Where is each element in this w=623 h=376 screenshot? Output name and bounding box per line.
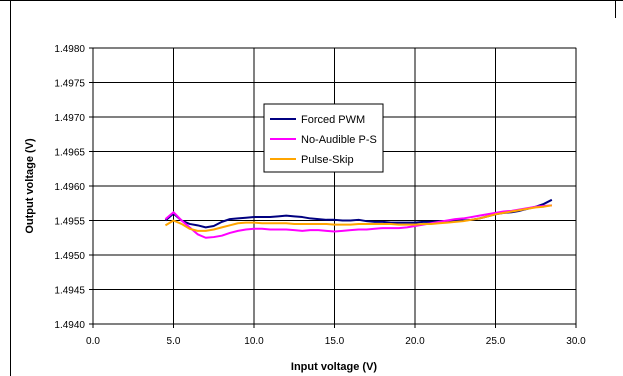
y-tick-label: 1.4955 bbox=[54, 217, 85, 228]
y-tick-label: 1.4945 bbox=[54, 286, 85, 297]
series-layer bbox=[164, 198, 553, 239]
legend-label: Forced PWM bbox=[301, 114, 365, 126]
plot-area bbox=[92, 47, 577, 325]
x-tick-labels: 0.0 5.0 10.0 15.0 20.0 25.0 30.0 bbox=[86, 324, 586, 347]
x-tick-label: 20.0 bbox=[405, 336, 425, 347]
y-tick-label: 1.4960 bbox=[54, 182, 85, 193]
x-tick-label: 15.0 bbox=[325, 336, 345, 347]
series-line-pulse-skip bbox=[164, 204, 553, 232]
y-tick-label: 1.4975 bbox=[54, 79, 85, 90]
y-axis-title: Output voltage (V) bbox=[24, 138, 36, 234]
x-tick-label: 10.0 bbox=[244, 336, 264, 347]
x-tick-label: 0.0 bbox=[86, 336, 100, 347]
y-tick-label: 1.4940 bbox=[54, 320, 85, 331]
x-tick-label: 5.0 bbox=[167, 336, 181, 347]
y-tick-labels: 1.4940 1.4945 1.4950 1.4955 1.4960 1.4965 1.49… bbox=[54, 44, 93, 331]
legend-label: No-Audible P-S bbox=[301, 134, 377, 146]
x-tick-label: 30.0 bbox=[566, 336, 586, 347]
x-axis-title: Input voltage (V) bbox=[291, 361, 378, 373]
y-tick-label: 1.4980 bbox=[54, 44, 85, 55]
series-line-no-audible-p-s bbox=[164, 204, 552, 239]
y-tick-label: 1.4970 bbox=[54, 113, 85, 124]
y-tick-label: 1.4965 bbox=[54, 148, 85, 159]
y-tick-label: 1.4950 bbox=[54, 251, 85, 262]
legend: Forced PWM No-Audible P-S Pulse-Skip bbox=[263, 103, 384, 173]
legend-label: Pulse-Skip bbox=[301, 154, 354, 166]
x-tick-label: 25.0 bbox=[486, 336, 506, 347]
